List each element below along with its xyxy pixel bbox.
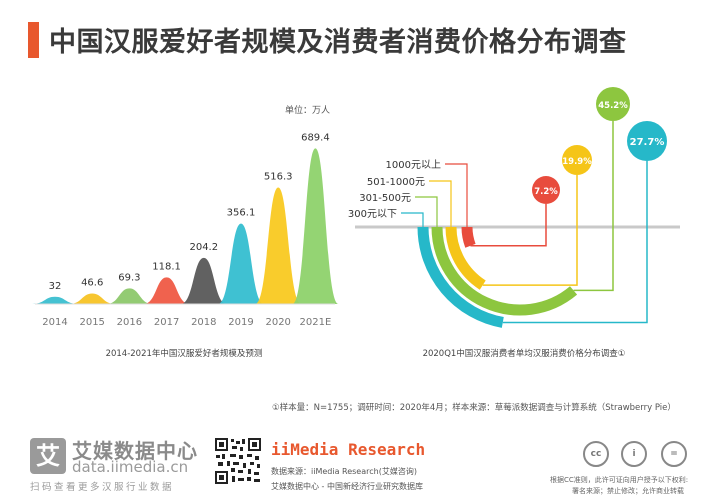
bar-2016 (106, 288, 153, 304)
leader-301-500元 (415, 196, 438, 227)
pct-label-300元以下: 27.7% (630, 137, 665, 148)
pct-label-1000元以上: 7.2% (534, 187, 558, 197)
leader-300元以下 (401, 212, 424, 227)
arc-1000元以上 (461, 226, 476, 248)
category-label-501-1000元: 501-1000元 (367, 177, 425, 188)
value-label-2018: 204.2 (189, 242, 218, 253)
leader-1000元以上 (445, 163, 468, 227)
bubble-501-1000元 (562, 145, 592, 175)
unit-label: 单位：万人 (285, 104, 330, 116)
bubble-301-500元 (596, 87, 630, 121)
tick-label-2014: 2014 (42, 317, 67, 328)
bubble-300元以下 (627, 121, 667, 161)
arc-301-500元 (431, 226, 578, 316)
bar-2021E (292, 148, 339, 304)
bubble-1000元以上 (532, 176, 560, 204)
connector-501-1000元 (482, 175, 578, 286)
data-center-note: 艾媒数据中心 - 中国新经济行业研究数据库 (271, 482, 423, 491)
bar-2017 (143, 277, 190, 304)
value-label-2021E: 689.4 (301, 132, 330, 143)
value-label-2015: 46.6 (81, 277, 103, 288)
value-label-2016: 69.3 (118, 272, 140, 283)
arc-300元以下 (417, 226, 504, 328)
no-derivatives-icon: = (661, 441, 687, 467)
leader-501-1000元 (429, 180, 452, 227)
data-source: 数据来源：iiMedia Research(艾媒咨询) (271, 467, 417, 476)
pct-label-301-500元: 45.2% (598, 101, 628, 111)
bar-2014 (32, 296, 78, 304)
tick-label-2020: 2020 (265, 317, 290, 328)
value-label-2017: 118.1 (152, 261, 181, 272)
logo-name: 艾媒数据中心 (72, 439, 198, 463)
bar-2019 (218, 223, 264, 304)
logo-url: data.iimedia.cn (72, 458, 189, 476)
tick-label-2019: 2019 (228, 317, 253, 328)
tick-label-2017: 2017 (154, 317, 179, 328)
tick-label-2018: 2018 (191, 317, 216, 328)
value-label-2019: 356.1 (227, 208, 256, 219)
right-chart-caption: 2020Q1中国汉服消费者单均汉服消费价格分布调查① (423, 348, 626, 359)
value-label-2020: 516.3 (264, 171, 293, 182)
sample-footnote: ①样本量：N=1755；调研时间：2020年4月；样本来源：草莓派数据调查与计算… (272, 403, 676, 413)
qr-code-icon[interactable] (214, 437, 262, 485)
chart-canvas: 单位：万人 32 2014 46.6 2015 69.3 2016 118.1 2017 204.… (32, 87, 680, 359)
category-label-1000元以上: 1000元以上 (386, 159, 441, 171)
connector-301-500元 (573, 121, 614, 292)
brand-name: iiMedia Research (271, 440, 426, 459)
tick-label-2016: 2016 (117, 317, 142, 328)
bar-2020 (255, 187, 302, 304)
value-label-2014: 32 (49, 281, 62, 292)
page-title: 中国汉服爱好者规模及消费者消费价格分布调查 (49, 27, 627, 58)
cc-icon: cc (583, 441, 609, 467)
logo-mark-icon: 艾 (30, 438, 66, 474)
scale-chart: 单位：万人 32 2014 46.6 2015 69.3 2016 118.1 2017 204.… (32, 104, 339, 359)
price-distribution-chart: 300元以下 27.7% 301-500元 45.2% 501-1000元 19.9% 10… (348, 87, 680, 359)
license-text-2: 署名来源；禁止修改；允许商业转载 (572, 487, 684, 495)
category-label-301-500元: 301-500元 (359, 193, 411, 204)
connector-300元以下 (502, 161, 648, 324)
connector-1000元以上 (470, 204, 547, 247)
arc-501-1000元 (445, 226, 486, 290)
bar-2015 (69, 293, 116, 304)
license-text-1: 根据CC准则，此许可证向用户授予以下权利: (550, 476, 689, 484)
left-chart-caption: 2014-2021年中国汉服爱好者规模及预测 (106, 348, 263, 359)
attribution-icon: i (621, 441, 647, 467)
tick-label-2015: 2015 (79, 317, 104, 328)
pct-label-501-1000元: 19.9% (562, 157, 592, 167)
logo-scan-hint: 扫码查看更多汉服行业数据 (30, 482, 175, 493)
bar-2018 (180, 257, 227, 304)
category-label-300元以下: 300元以下 (348, 209, 397, 220)
title-accent-bar (28, 22, 39, 58)
tick-label-2021E: 2021E (300, 317, 332, 328)
